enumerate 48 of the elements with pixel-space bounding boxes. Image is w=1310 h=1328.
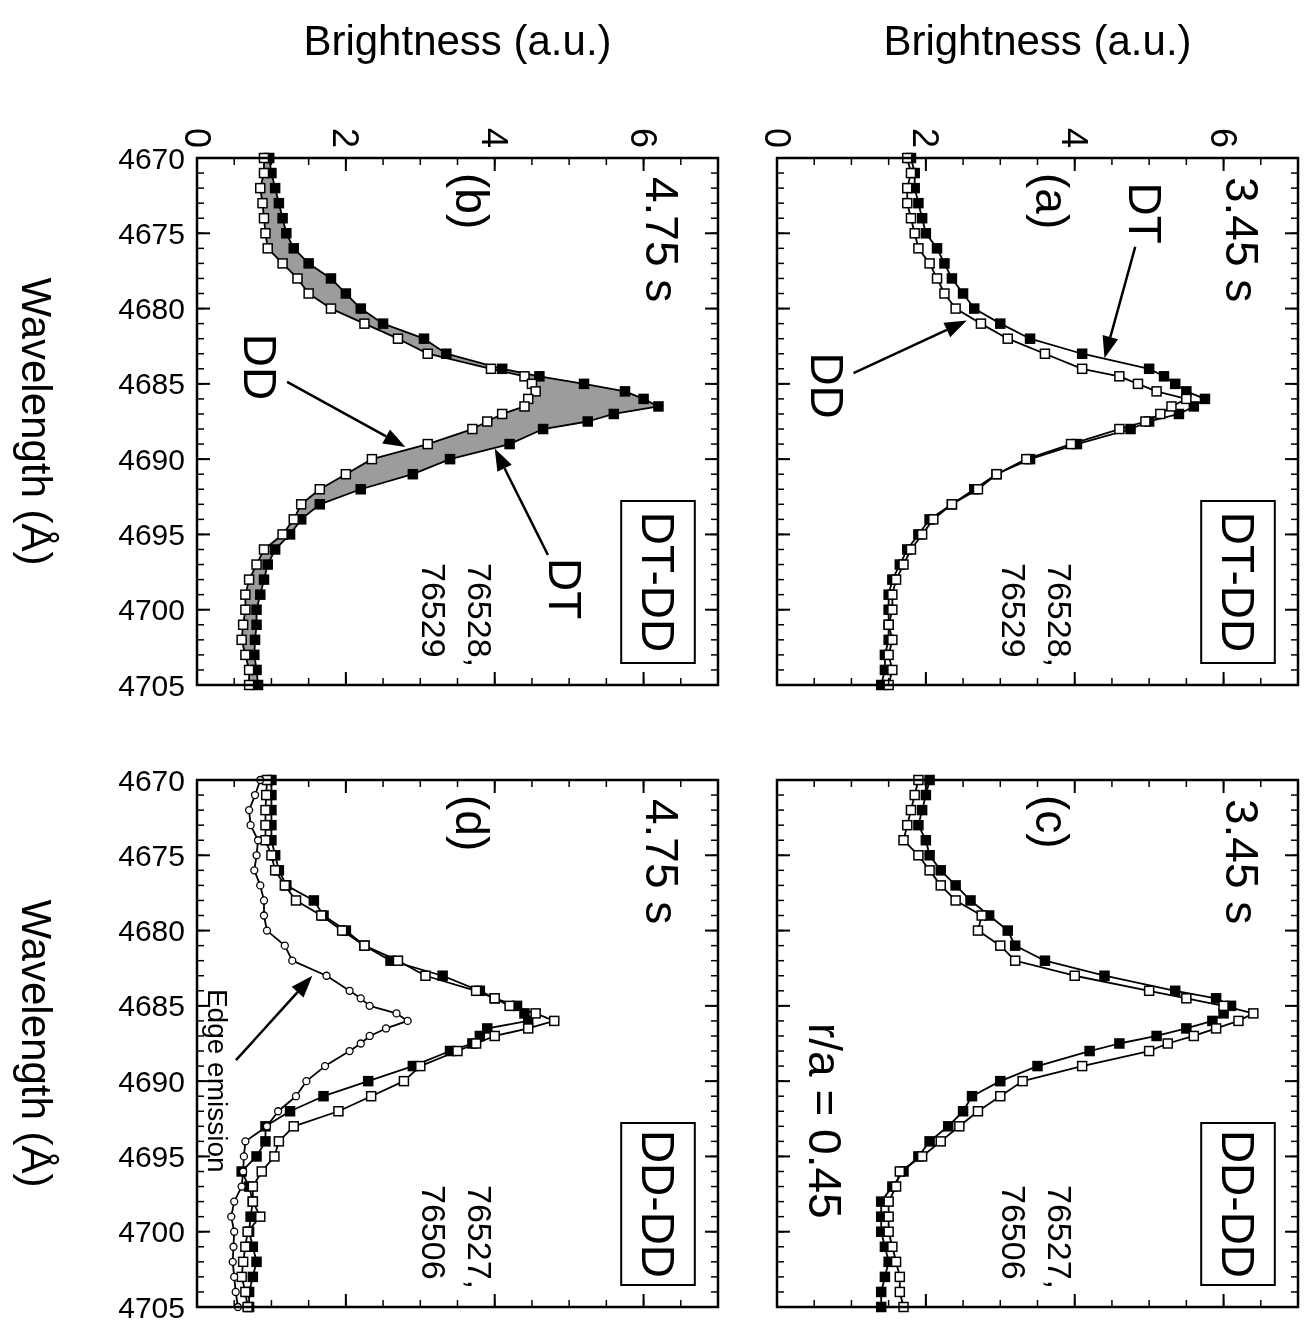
annotation: 76527, 76506 (995, 1185, 1079, 1289)
x-tick-label: 4 (474, 127, 516, 148)
annotation: DT (538, 557, 591, 620)
annotation: (d) (446, 795, 498, 852)
annotation: DD (234, 333, 287, 401)
y-tick-label: 4695 (118, 517, 185, 551)
annotation: DD-DD (632, 1129, 684, 1279)
annotation: (c) (1026, 795, 1078, 849)
x-tick-label: 6 (1203, 127, 1245, 148)
y-tick-label: 4685 (118, 367, 185, 401)
y-tick-label: 4700 (118, 593, 185, 627)
annotation: r/a = 0.45 (799, 1023, 851, 1219)
annotation: 3.45 s (1216, 799, 1268, 925)
y-tick-label: 4680 (118, 914, 185, 948)
annotation: DT (1118, 182, 1171, 244)
y-tick-label: 4685 (118, 989, 185, 1023)
annotation: 4.75 s (636, 177, 688, 303)
annotation: DD (800, 352, 853, 419)
y-tick-label: 4670 (118, 763, 185, 797)
y-axis-title: Wavelength (Å) (12, 277, 60, 566)
x-tick-label: 4 (1054, 127, 1096, 148)
x-axis-title: Brightness (a.u.) (883, 16, 1192, 64)
annotation: DT-DD (632, 511, 684, 653)
y-tick-label: 4690 (118, 1064, 185, 1098)
y-tick-label: 4690 (118, 442, 185, 476)
x-tick-label: 0 (756, 127, 798, 148)
annotation: (b) (446, 173, 498, 230)
annotation: DT-DD (1212, 511, 1264, 653)
annotation: 76528, 76529 (415, 563, 499, 667)
x-tick-label: 2 (325, 127, 367, 148)
y-tick-label: 4695 (118, 1139, 185, 1173)
annotation: 76528, 76529 (995, 563, 1079, 667)
annotation: 3.45 s (1216, 177, 1268, 303)
y-axis-title: Wavelength (Å) (12, 899, 60, 1188)
y-tick-label: 4675 (118, 838, 185, 872)
y-tick-label: 4705 (118, 1290, 185, 1324)
y-tick-label: 4705 (118, 668, 185, 702)
y-tick-label: 4700 (118, 1215, 185, 1249)
annotation: Edge emission (201, 988, 233, 1173)
annotation: (a) (1026, 173, 1078, 230)
x-tick-label: 6 (623, 127, 665, 148)
annotation: 4.75 s (636, 799, 688, 925)
annotation: DD-DD (1212, 1129, 1264, 1279)
annotation: 76527, 76506 (415, 1185, 499, 1289)
x-tick-label: 2 (905, 127, 947, 148)
y-tick-label: 4675 (118, 216, 185, 250)
x-axis-title: Brightness (a.u.) (303, 16, 612, 64)
y-tick-label: 4680 (118, 292, 185, 326)
